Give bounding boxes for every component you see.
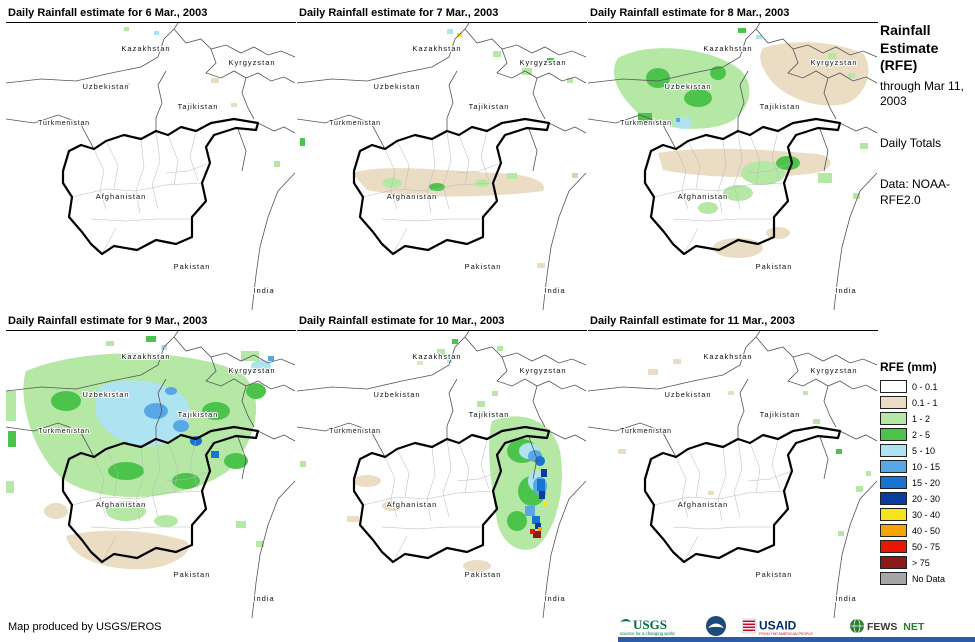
svg-text:FROM THE AMERICAN PEOPLE: FROM THE AMERICAN PEOPLE [759, 632, 813, 636]
usgs-logo: USGS science for a changing world [618, 616, 690, 636]
rainfall-map-7mar [297, 23, 587, 310]
legend-swatch [880, 540, 907, 553]
noaa-logo [705, 615, 727, 637]
net-logo-text: NET [903, 621, 925, 633]
legend-label: 5 - 10 [912, 445, 936, 456]
usaid-tagline: FROM THE AMERICAN PEOPLE [759, 632, 813, 636]
legend-item: 1 - 2 [880, 412, 972, 425]
panel-title: Daily Rainfall estimate for 9 Mar., 2003 [6, 312, 296, 331]
legend-label: 20 - 30 [912, 493, 941, 504]
map-panel-8mar: Daily Rainfall estimate for 8 Mar., 2003 [588, 4, 878, 310]
usaid-logo-text: USAID [759, 619, 797, 633]
map-panel-6mar: Daily Rainfall estimate for 6 Mar., 2003 [6, 4, 296, 310]
legend-swatch [880, 380, 907, 393]
legend-item: 50 - 75 [880, 540, 972, 553]
rainfall-map-9mar [6, 331, 296, 618]
legend-item: 40 - 50 [880, 524, 972, 537]
sidebar-daily-totals: Daily Totals [880, 135, 942, 150]
legend-item: 0.1 - 1 [880, 396, 972, 409]
legend-swatch [880, 412, 907, 425]
rainfall-overlay [300, 339, 562, 572]
rainfall-map-8mar [588, 23, 878, 310]
svg-text:USGS: USGS [633, 617, 667, 632]
fews-logo-text: FEWS [867, 621, 897, 633]
map-grid: Daily Rainfall estimate for 6 Mar., 2003… [6, 4, 878, 618]
attribution-text: Map produced by USGS/EROS [8, 621, 162, 633]
legend-label: > 75 [912, 557, 930, 568]
legend-item: No Data [880, 572, 972, 585]
usaid-logo: USAID FROM THE AMERICAN PEOPLE [742, 616, 834, 636]
legend-swatch [880, 556, 907, 569]
svg-text:FEWS NET: FEWS NET [867, 621, 925, 633]
map-panel-11mar: Daily Rainfall estimate for 11 Mar., 200… [588, 312, 878, 618]
legend-label: No Data [912, 573, 946, 584]
panel-title: Daily Rainfall estimate for 11 Mar., 200… [588, 312, 878, 331]
legend-label: 2 - 5 [912, 429, 931, 440]
legend-swatch [880, 460, 907, 473]
map-panel-7mar: Daily Rainfall estimate for 7 Mar., 2003 [297, 4, 587, 310]
legend-swatch [880, 524, 907, 537]
basemap [588, 331, 878, 618]
legend-item: > 75 [880, 556, 972, 569]
rfe-legend: RFE (mm) 0 - 0.1 0.1 - 1 1 - 2 2 - 5 5 -… [880, 360, 972, 588]
rainfall-map-11mar [588, 331, 878, 618]
legend-swatch [880, 444, 907, 457]
legend-swatch [880, 492, 907, 505]
panel-title: Daily Rainfall estimate for 10 Mar., 200… [297, 312, 587, 331]
legend-swatch [880, 476, 907, 489]
legend-label: 50 - 75 [912, 541, 941, 552]
svg-text:science for a changing world: science for a changing world [620, 631, 675, 636]
map-panel-10mar: Daily Rainfall estimate for 10 Mar., 200… [297, 312, 587, 618]
legend-swatch [880, 572, 907, 585]
legend-item: 0 - 0.1 [880, 380, 972, 393]
legend-item: 20 - 30 [880, 492, 972, 505]
legend-item: 15 - 20 [880, 476, 972, 489]
rainfall-overlay [618, 359, 871, 536]
legend-label: 15 - 20 [912, 477, 941, 488]
footer-blue-bar [618, 637, 975, 642]
legend-title: RFE (mm) [880, 360, 937, 374]
map-panel-9mar: Daily Rainfall estimate for 9 Mar., 2003 [6, 312, 296, 618]
fewsnet-logo: FEWS NET [849, 616, 935, 636]
panel-title: Daily Rainfall estimate for 7 Mar., 2003 [297, 4, 587, 23]
legend-label: 10 - 15 [912, 461, 941, 472]
usgs-tagline: science for a changing world [620, 631, 675, 636]
legend-swatch [880, 396, 907, 409]
legend-item: 2 - 5 [880, 428, 972, 441]
legend-label: 30 - 40 [912, 509, 941, 520]
svg-text:USAID: USAID [759, 619, 797, 633]
sidebar-subtitle: through Mar 11, 2003 [880, 78, 964, 109]
legend-label: 0 - 0.1 [912, 381, 938, 392]
legend-label: 40 - 50 [912, 525, 941, 536]
basemap [6, 23, 296, 310]
rainfall-map-6mar [6, 23, 296, 310]
legend-label: 0.1 - 1 [912, 397, 938, 408]
legend-item: 30 - 40 [880, 508, 972, 521]
legend-swatch [880, 428, 907, 441]
sidebar-title: Rainfall Estimate (RFE) [880, 22, 939, 73]
sidebar-data-source: Data: NOAA-RFE2.0 [880, 177, 951, 207]
sidebar: Rainfall Estimate (RFE) through Mar 11, … [880, 0, 972, 642]
legend-label: 1 - 2 [912, 413, 931, 424]
panel-title: Daily Rainfall estimate for 6 Mar., 2003 [6, 4, 296, 23]
legend-swatch [880, 508, 907, 521]
rainfall-map-10mar [297, 331, 587, 618]
usgs-logo-text: USGS [633, 617, 667, 632]
panel-title: Daily Rainfall estimate for 8 Mar., 2003 [588, 4, 878, 23]
legend-item: 10 - 15 [880, 460, 972, 473]
footer-logos: USGS science for a changing world USAID … [618, 616, 935, 636]
legend-item: 5 - 10 [880, 444, 972, 457]
